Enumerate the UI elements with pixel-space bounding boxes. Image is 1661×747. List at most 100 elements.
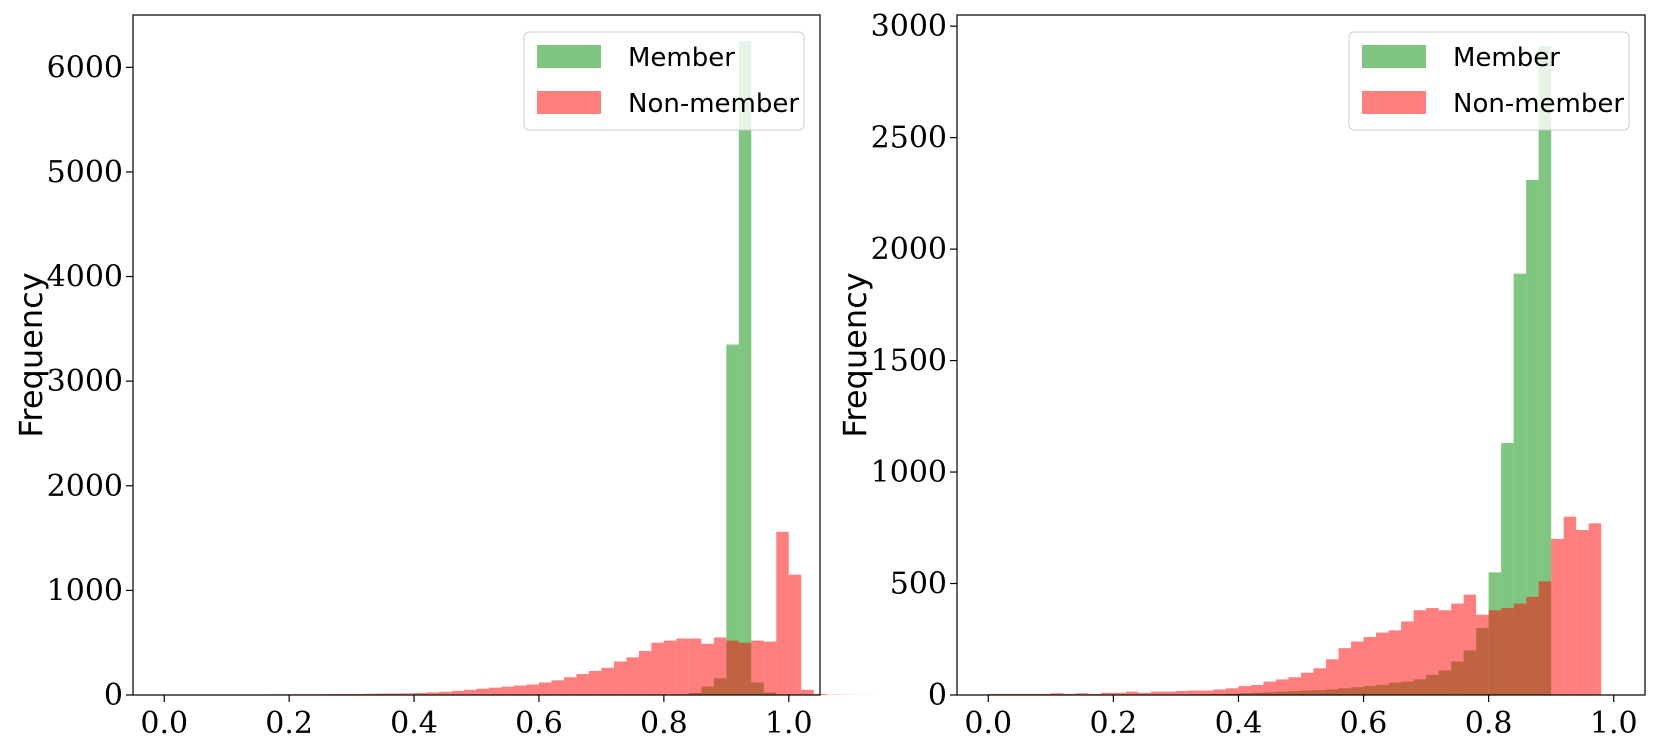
bar-member bbox=[738, 41, 752, 695]
y-tick-label: 3000 bbox=[47, 364, 123, 399]
x-tick-label: 1.0 bbox=[765, 706, 813, 741]
bar-nonmember bbox=[1338, 648, 1352, 695]
bar-nonmember bbox=[538, 682, 552, 695]
bar-nonmember bbox=[364, 693, 377, 695]
y-tick-label: 1000 bbox=[871, 455, 947, 490]
axes-frame bbox=[132, 14, 821, 696]
chart-right: 0.0 0.2 0.4 0.6 0.8 1.0 0 500 1000 1500 2000 2500 30… bbox=[836, 9, 1646, 741]
y-tick-label: 5000 bbox=[47, 155, 123, 190]
bar-nonmember bbox=[1313, 668, 1327, 695]
bar-nonmember bbox=[451, 690, 465, 695]
y-tick-label: 500 bbox=[890, 567, 947, 602]
legend-label-nonmember: Non-member bbox=[628, 89, 799, 119]
x-tick-label: 0.6 bbox=[515, 706, 563, 741]
bar-nonmember bbox=[1351, 641, 1364, 695]
bar-nonmember bbox=[1438, 610, 1452, 695]
chart-left: 0.0 0.2 0.4 0.6 0.8 1.0 0 1000 2000 3000 4000 5000 6… bbox=[12, 14, 877, 741]
bar-nonmember bbox=[1100, 692, 1114, 695]
bar-nonmember bbox=[663, 640, 677, 695]
bar-nonmember bbox=[1225, 688, 1239, 695]
legend-swatch-member bbox=[1362, 45, 1426, 68]
bar-nonmember bbox=[1376, 632, 1389, 695]
bar-nonmember bbox=[1501, 608, 1514, 695]
x-tick-label: 0.6 bbox=[1340, 706, 1388, 741]
bar-nonmember bbox=[376, 693, 390, 695]
bar-member bbox=[1526, 179, 1539, 695]
y-tick-label: 1500 bbox=[871, 344, 947, 379]
bar-nonmember bbox=[726, 640, 739, 695]
bar-nonmember bbox=[713, 637, 727, 695]
bar-member bbox=[1513, 273, 1527, 695]
bar-nonmember bbox=[1513, 603, 1527, 695]
y-axis-label: Frequency bbox=[836, 272, 874, 437]
bar-nonmember bbox=[576, 674, 589, 695]
series-nonmember bbox=[164, 531, 877, 695]
bar-nonmember bbox=[1150, 691, 1164, 695]
bar-nonmember bbox=[1138, 692, 1151, 695]
series-member bbox=[688, 41, 789, 695]
bar-nonmember bbox=[401, 693, 415, 695]
y-tick-label: 6000 bbox=[47, 50, 123, 85]
x-tick-label: 1.0 bbox=[1590, 706, 1638, 741]
x-tick-label: 0.2 bbox=[1090, 706, 1138, 741]
bar-nonmember bbox=[1413, 610, 1427, 695]
bar-nonmember bbox=[801, 689, 814, 695]
bar-nonmember bbox=[426, 692, 440, 695]
bar-nonmember bbox=[1576, 530, 1589, 695]
legend-label-member: Member bbox=[1453, 43, 1560, 73]
bar-nonmember bbox=[601, 667, 614, 695]
y-tick-label: 2500 bbox=[871, 121, 947, 156]
legend-swatch-nonmember bbox=[1362, 91, 1426, 114]
legend-swatch-nonmember bbox=[537, 91, 601, 114]
legend-swatch-member bbox=[537, 45, 601, 68]
bar-nonmember bbox=[776, 531, 789, 695]
bar-nonmember bbox=[1163, 691, 1176, 695]
bar-nonmember bbox=[1200, 690, 1214, 695]
bar-nonmember bbox=[476, 688, 489, 695]
bar-nonmember bbox=[1301, 672, 1314, 695]
x-tick-label: 0.4 bbox=[390, 706, 438, 741]
y-tick-label: 0 bbox=[104, 678, 123, 713]
bar-nonmember bbox=[439, 691, 452, 695]
bar-nonmember bbox=[788, 574, 802, 695]
legend-label-member: Member bbox=[628, 43, 735, 73]
series-nonmember bbox=[988, 516, 1602, 695]
bar-nonmember bbox=[1250, 684, 1264, 695]
x-tick-label: 0.8 bbox=[1465, 706, 1513, 741]
bar-nonmember bbox=[1538, 581, 1552, 695]
bar-nonmember bbox=[1476, 614, 1489, 695]
bar-nonmember bbox=[414, 692, 427, 695]
bar-nonmember bbox=[1326, 659, 1339, 695]
bar-nonmember bbox=[738, 642, 752, 695]
y-tick-label: 2000 bbox=[871, 232, 947, 267]
bar-member bbox=[726, 344, 739, 695]
x-tick-label: 0.0 bbox=[140, 706, 188, 741]
bar-nonmember bbox=[488, 687, 502, 695]
bar-nonmember bbox=[1238, 686, 1251, 695]
legend: Member Non-member bbox=[523, 31, 805, 131]
bar-nonmember bbox=[1426, 608, 1439, 695]
x-tick-label: 0.0 bbox=[964, 706, 1012, 741]
bar-nonmember bbox=[1263, 681, 1276, 695]
bar-nonmember bbox=[464, 689, 477, 695]
x-tick-label: 0.4 bbox=[1215, 706, 1263, 741]
y-tick-label: 3000 bbox=[871, 9, 947, 44]
legend: Member Non-member bbox=[1348, 31, 1630, 131]
bar-nonmember bbox=[1451, 603, 1464, 695]
bar-nonmember bbox=[1075, 693, 1089, 695]
bar-nonmember bbox=[626, 657, 639, 695]
bar-nonmember bbox=[501, 686, 514, 695]
bar-nonmember bbox=[763, 641, 777, 695]
bar-nonmember bbox=[1113, 692, 1126, 695]
bar-nonmember bbox=[513, 685, 527, 695]
bar-nonmember bbox=[1275, 679, 1289, 695]
bar-nonmember bbox=[688, 638, 702, 695]
axes-frame bbox=[956, 14, 1646, 696]
legend-label-nonmember: Non-member bbox=[1453, 89, 1624, 119]
bar-nonmember bbox=[1288, 677, 1301, 695]
bar-nonmember bbox=[701, 643, 714, 695]
bar-nonmember bbox=[1125, 691, 1139, 695]
x-tick-label: 0.2 bbox=[265, 706, 313, 741]
bar-nonmember bbox=[1363, 637, 1377, 695]
